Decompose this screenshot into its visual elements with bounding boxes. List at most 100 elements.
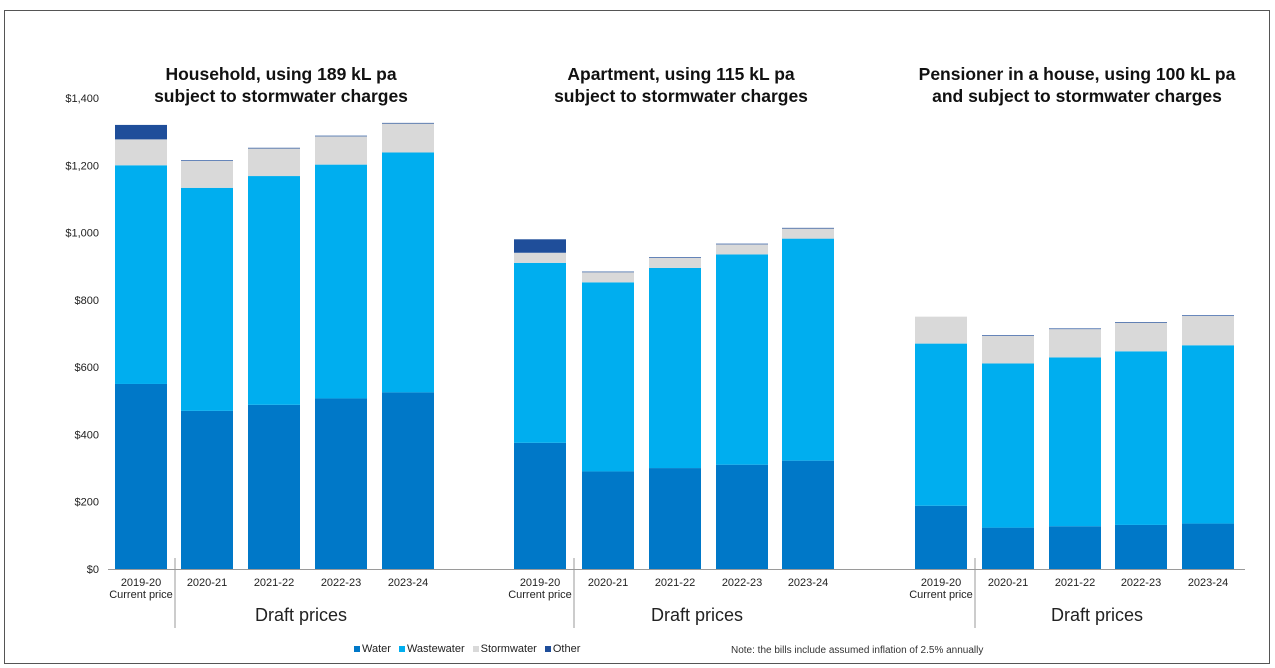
legend-swatch-other	[544, 646, 551, 652]
x-tick-label: 2022-23	[722, 577, 762, 589]
draft-prices-caption: Draft prices	[1051, 605, 1143, 625]
x-tick-label: Current price	[909, 589, 973, 601]
bar-segment-wastewater	[514, 262, 566, 443]
bar-segment-other	[315, 135, 367, 137]
bar-segment-other	[181, 160, 233, 161]
panel-title-pensioner: Pensioner in a house, using 100 kL pa an…	[887, 63, 1267, 107]
bar-segment-wastewater	[181, 187, 233, 411]
y-tick-label: $600	[75, 362, 99, 374]
bar-segment-wastewater	[915, 343, 967, 506]
bar-segment-stormwater	[1182, 316, 1234, 346]
bar-segment-stormwater	[982, 335, 1034, 364]
bar-segment-water	[649, 468, 701, 569]
legend-swatch-wastewater	[398, 646, 405, 652]
bar-segment-water	[1115, 524, 1167, 569]
panel-title-line: Apartment, using 115 kL pa	[567, 64, 795, 84]
draft-prices-caption: Draft prices	[255, 605, 347, 625]
bar-segment-stormwater	[782, 228, 834, 239]
bar-segment-wastewater	[1115, 351, 1167, 525]
panel-title-line: Pensioner in a house, using 100 kL pa	[918, 64, 1236, 84]
bar-segment-wastewater	[582, 282, 634, 472]
y-tick-label: $0	[87, 564, 99, 576]
bar-segment-water	[582, 471, 634, 569]
inflation-note: Note: the bills include assumed inflatio…	[731, 645, 984, 656]
bar-segment-stormwater	[315, 136, 367, 165]
bar-segment-wastewater	[649, 267, 701, 469]
bar-segment-stormwater	[248, 148, 300, 177]
x-tick-label: 2023-24	[1188, 577, 1228, 589]
y-tick-label: $1,000	[65, 228, 99, 240]
x-tick-label: 2019-20	[520, 577, 560, 589]
y-tick-label: $1,200	[65, 160, 99, 172]
bar-segment-stormwater	[1049, 329, 1101, 358]
bar-segment-stormwater	[181, 160, 233, 188]
legend-swatch-stormwater	[472, 646, 479, 652]
x-tick-label: Current price	[508, 589, 572, 601]
x-tick-label: 2022-23	[1121, 577, 1161, 589]
bar-segment-wastewater	[1182, 345, 1234, 524]
bar-segment-other	[782, 227, 834, 229]
x-tick-label: 2019-20	[121, 577, 161, 589]
bar-segment-water	[181, 410, 233, 569]
bar-segment-water	[248, 404, 300, 569]
bar-segment-other	[115, 124, 167, 140]
panel-title-line: and subject to stormwater charges	[932, 86, 1222, 106]
bar-segment-other	[1182, 315, 1234, 317]
bar-segment-wastewater	[982, 363, 1034, 528]
y-tick-label: $800	[75, 295, 99, 307]
chart-legend: Water Wastewater Stormwater Other	[354, 643, 580, 655]
bar-segment-water	[782, 460, 834, 569]
x-tick-label: 2020-21	[187, 577, 227, 589]
panel-title-line: Household, using 189 kL pa	[165, 64, 397, 84]
bar-segment-wastewater	[782, 238, 834, 461]
bar-segment-other	[716, 243, 768, 245]
bar-segment-water	[1049, 526, 1101, 569]
x-tick-label: 2020-21	[988, 577, 1028, 589]
bar-segment-water	[1182, 523, 1234, 569]
bar-segment-water	[315, 398, 367, 569]
legend-label: Stormwater	[480, 643, 537, 655]
x-tick-label: 2022-23	[321, 577, 361, 589]
bar-segment-wastewater	[1049, 357, 1101, 527]
bar-segment-wastewater	[716, 254, 768, 465]
bar-segment-water	[915, 505, 967, 569]
x-tick-label: 2023-24	[388, 577, 428, 589]
bar-segment-water	[514, 442, 566, 569]
legend-item-other: Other	[544, 643, 581, 655]
bar-segment-other	[582, 271, 634, 273]
bar-segment-other	[514, 239, 566, 253]
panel-title-line: subject to stormwater charges	[554, 86, 808, 106]
x-tick-label: 2021-22	[655, 577, 695, 589]
legend-swatch-water	[354, 646, 360, 652]
draft-prices-caption: Draft prices	[651, 605, 743, 625]
bar-segment-stormwater	[649, 257, 701, 268]
bar-segment-wastewater	[382, 152, 434, 393]
bar-segment-other	[382, 122, 434, 124]
x-tick-label: 2019-20	[921, 577, 961, 589]
panel-title-apartment: Apartment, using 115 kL pa subject to st…	[491, 63, 871, 107]
bar-segment-wastewater	[248, 176, 300, 405]
bar-segment-other	[982, 335, 1034, 336]
legend-item-stormwater: Stormwater	[472, 643, 537, 655]
bar-segment-water	[716, 464, 768, 569]
bar-segment-stormwater	[915, 316, 967, 344]
bar-segment-stormwater	[514, 252, 566, 263]
legend-item-wastewater: Wastewater	[398, 643, 465, 655]
x-tick-label: 2023-24	[788, 577, 828, 589]
x-tick-label: 2021-22	[254, 577, 294, 589]
x-tick-label: 2021-22	[1055, 577, 1095, 589]
legend-label: Water	[362, 643, 391, 655]
bar-segment-water	[982, 527, 1034, 569]
legend-item-water: Water	[354, 643, 391, 655]
bar-segment-water	[382, 392, 434, 569]
bar-segment-other	[649, 257, 701, 258]
y-tick-label: $400	[75, 429, 99, 441]
bar-segment-other	[1115, 322, 1167, 323]
bar-segment-other	[248, 147, 300, 149]
x-tick-label: 2020-21	[588, 577, 628, 589]
bar-segment-stormwater	[1115, 322, 1167, 352]
bar-segment-stormwater	[716, 244, 768, 255]
legend-label: Other	[552, 643, 581, 655]
bar-segment-wastewater	[315, 164, 367, 399]
